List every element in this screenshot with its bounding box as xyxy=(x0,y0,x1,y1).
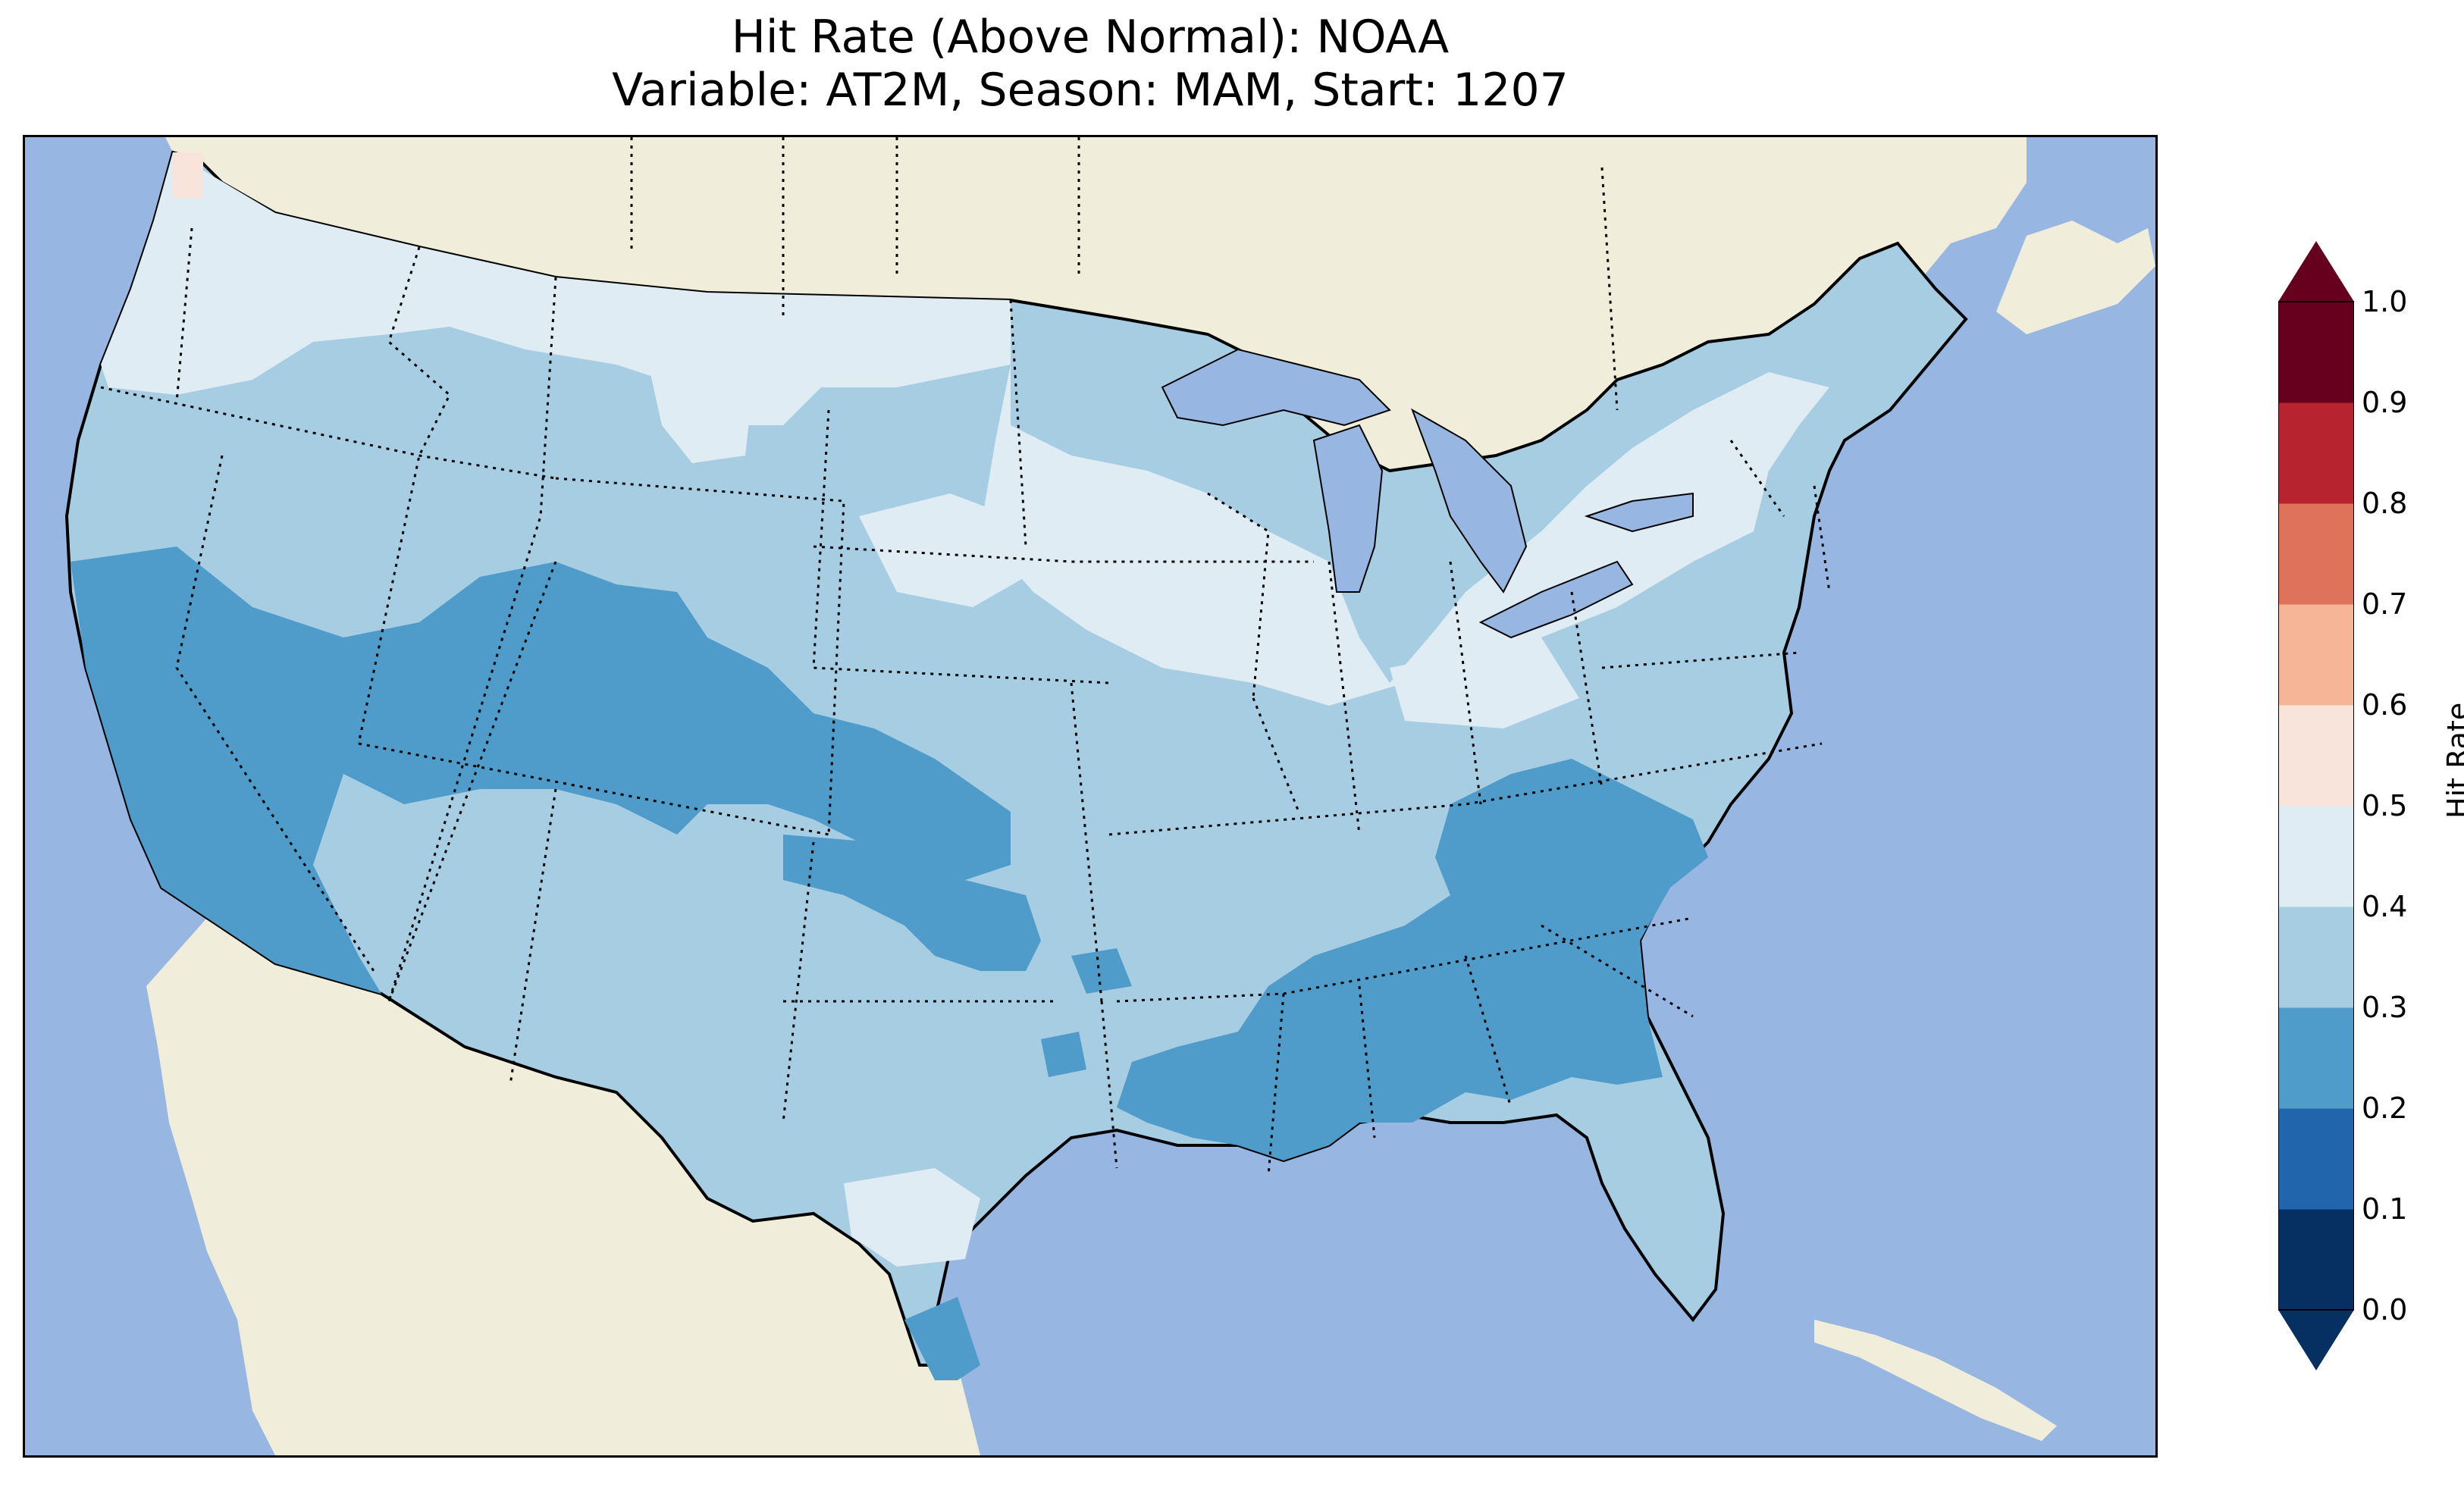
colorbar-extend-top xyxy=(2278,241,2354,302)
map-svg xyxy=(64,137,2155,1455)
maritimes-land xyxy=(1996,221,2155,334)
colorbar-bin xyxy=(2278,1007,2354,1109)
colorbar-tick-label: 0.4 xyxy=(2362,890,2408,923)
great-lakes xyxy=(1161,348,1694,639)
hit-rate-0.5-0.6-patch xyxy=(173,152,203,198)
colorbar-tick-label: 0.5 xyxy=(2362,789,2408,822)
title-line-2: Variable: AT2M, Season: MAM, Start: 1207 xyxy=(612,64,1569,117)
colorbar-tick-label: 0.8 xyxy=(2362,487,2408,520)
chart-title: Hit Rate (Above Normal): NOAA Variable: … xyxy=(23,11,2158,117)
hit-rate-0.4-0.5-regions xyxy=(101,152,1829,1267)
colorbar-tick-label: 0.1 xyxy=(2362,1192,2408,1226)
colorbar-extend-bottom xyxy=(2278,1310,2354,1370)
map-panel xyxy=(23,135,2158,1458)
colorbar-tick-label: 0.9 xyxy=(2362,386,2408,419)
hit-rate-0.2-0.3-regions xyxy=(71,547,1708,1380)
colorbar xyxy=(2278,241,2354,1370)
colorbar-outline xyxy=(2278,301,2354,1311)
colorbar-bin xyxy=(2278,907,2354,1008)
colorbar-tick-label: 0.7 xyxy=(2362,587,2408,621)
colorbar-ticks: 0.0 0.1 0.2 0.3 0.4 0.5 0.6 0.7 0.8 0.9 1.0 xyxy=(2362,0,2437,1494)
colorbar-tick-label: 0.3 xyxy=(2362,991,2408,1024)
colorbar-segments xyxy=(2278,302,2354,1311)
colorbar-label: Hit Rate xyxy=(2441,702,2464,819)
baja-land xyxy=(215,963,450,1441)
state-borders xyxy=(100,137,1831,1176)
colorbar-bin xyxy=(2278,503,2354,605)
colorbar-tick-label: 1.0 xyxy=(2362,285,2408,318)
colorbar-bin xyxy=(2278,604,2354,706)
colorbar-tick-label: 0.2 xyxy=(2362,1092,2408,1125)
colorbar-bin xyxy=(2278,302,2354,403)
colorbar-bin xyxy=(2278,1108,2354,1210)
cuba-land xyxy=(1814,1320,2057,1441)
colorbar-bin xyxy=(2278,705,2354,807)
colorbar-tick-label: 0.6 xyxy=(2362,688,2408,722)
colorbar-bin xyxy=(2278,806,2354,907)
colorbar-tick-label: 0.0 xyxy=(2362,1293,2408,1326)
colorbar-bin xyxy=(2278,1209,2354,1311)
title-line-1: Hit Rate (Above Normal): NOAA xyxy=(731,11,1450,64)
colorbar-bin xyxy=(2278,402,2354,504)
